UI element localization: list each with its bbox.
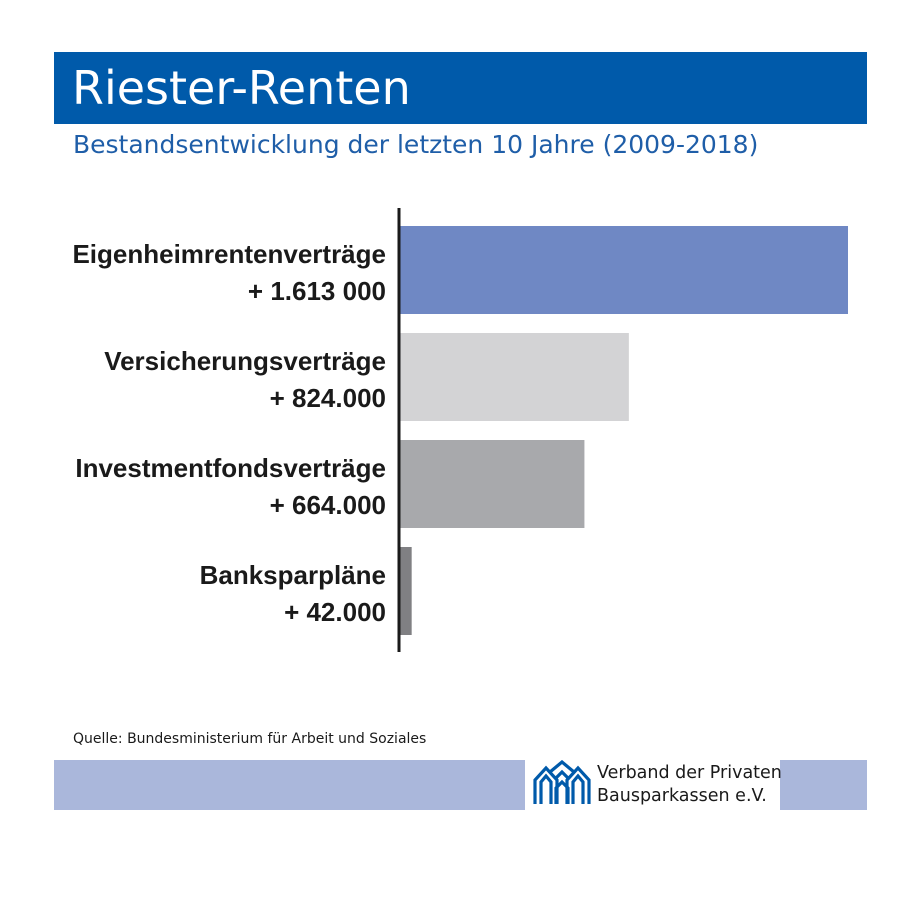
category-label-banksparpl-ne: Banksparpläne: [200, 560, 386, 590]
bar-chart: Eigenheimrentenverträge + 1.613 000 Versic…: [72, 208, 848, 652]
value-label-versicherungsvertr-ge: + 824.000: [270, 383, 386, 413]
category-label-eigenheimrentenvertr-ge: Eigenheimrentenverträge: [72, 239, 386, 269]
value-label-investmentfondsvertr-ge: + 664.000: [270, 490, 386, 520]
footer-band-left: [54, 760, 525, 810]
logo-line-1: Verband der Privaten: [597, 763, 782, 783]
logo-text: Verband der Privaten Bausparkassen e.V.: [597, 762, 782, 808]
page-subtitle: Bestandsentwicklung der letzten 10 Jahre…: [73, 130, 759, 159]
bar-versicherungsvertr-ge: [400, 333, 629, 421]
category-label-investmentfondsvertr-ge: Investmentfondsverträge: [75, 453, 386, 483]
page-title: Riester-Renten: [72, 61, 411, 115]
value-label-banksparpl-ne: + 42.000: [284, 597, 386, 627]
logo-line-2: Bausparkassen e.V.: [597, 786, 767, 806]
value-label-eigenheimrentenvertr-ge: + 1.613 000: [248, 276, 386, 306]
source-note: Quelle: Bundesministerium für Arbeit und…: [73, 731, 427, 747]
title-bar: Riester-Renten: [54, 52, 867, 124]
bar-eigenheimrentenvertr-ge: [400, 226, 848, 314]
category-label-versicherungsvertr-ge: Versicherungsverträge: [104, 346, 386, 376]
association-logo: Verband der Privaten Bausparkassen e.V.: [530, 758, 782, 812]
bar-banksparpl-ne: [400, 547, 412, 635]
footer-band-right: [780, 760, 867, 810]
house-roofs-icon: [533, 760, 591, 804]
bar-investmentfondsvertr-ge: [400, 440, 585, 528]
